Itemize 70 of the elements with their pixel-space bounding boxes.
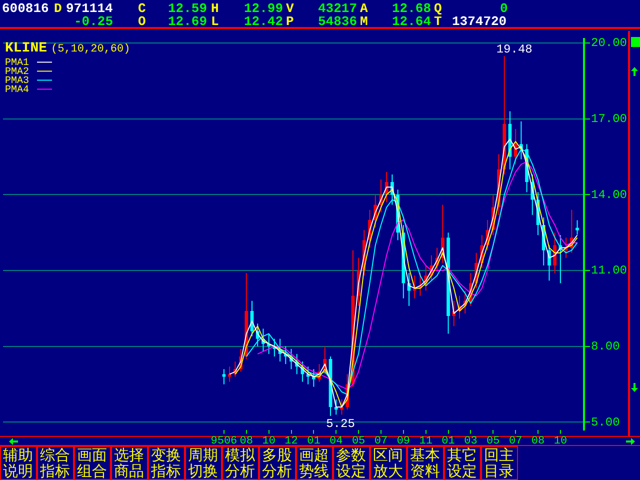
text: 12.69 (168, 14, 208, 29)
text: M (360, 14, 368, 29)
text: 12.64 (392, 14, 432, 29)
y-tick-label: 5.00 (590, 415, 620, 430)
text: 模拟分析 (222, 446, 259, 480)
text: 12.68 (392, 1, 432, 16)
y-tick-label: 14.00 (590, 188, 628, 202)
x-tick-label: 05 (486, 435, 500, 448)
x-tick-label: 05 (352, 435, 366, 448)
x-tick-label: 10 (262, 435, 276, 448)
text: O (138, 14, 146, 29)
x-tick-label: 03 (464, 435, 478, 448)
y-tick-label: 17.00 (590, 112, 628, 126)
text: 回主目录 (481, 446, 518, 480)
text: 基本资料 (407, 446, 444, 480)
y-tick-label: 8.00 (590, 340, 620, 354)
text: 周期切换 (185, 446, 222, 480)
text: 综合指标 (37, 446, 74, 480)
text: L (211, 14, 219, 29)
annotation: 5.25 (326, 417, 355, 432)
x-tick-label: 07 (508, 435, 522, 448)
text: 多股分析 (259, 446, 296, 480)
text: H (211, 1, 219, 16)
x-tick-label: 08 (240, 435, 253, 448)
text: 971114 (66, 1, 113, 16)
y-tick-label: 11.00 (590, 264, 628, 278)
candlestick (412, 275, 416, 299)
x-tick-label: 09 (396, 435, 410, 448)
candlestick (514, 128, 518, 165)
text: D (54, 1, 62, 16)
x-tick-label: 01 (442, 435, 456, 448)
text: 辅助说明 (0, 446, 37, 480)
x-tick-label: 12 (284, 435, 298, 448)
x-tick-label: 07 (374, 435, 388, 448)
text: 变换指标 (148, 446, 185, 480)
text: 区间放大 (370, 446, 407, 480)
candlestick (576, 220, 579, 236)
candlestick (553, 232, 557, 274)
text: P (286, 14, 294, 29)
text: KLINE (5, 40, 48, 57)
text: A (360, 1, 368, 16)
text: 参数设定 (333, 446, 370, 480)
text: 43217 (318, 1, 358, 16)
text: -0.25 (74, 14, 114, 29)
text: V (286, 1, 294, 16)
text: 12.99 (244, 1, 284, 16)
y-tick-label: 20.00 (590, 36, 628, 50)
text: 12.42 (244, 14, 284, 29)
text: 1374720 (452, 14, 507, 29)
text: 0 (500, 1, 508, 16)
legend-label: PMA4 (5, 84, 30, 96)
x-tick-label: 10 (554, 435, 568, 448)
x-tick-label: 01 (307, 435, 321, 448)
text: 选择商品 (111, 446, 148, 480)
text: T (434, 14, 442, 29)
text: 12.59 (168, 1, 208, 16)
candlestick (340, 398, 344, 416)
text: 画面组合 (74, 446, 111, 480)
text: (5,10,20,60) (51, 44, 130, 56)
text: 54836 (318, 14, 358, 29)
text: 600816 (2, 1, 49, 16)
text: 画超势线 (296, 446, 333, 480)
text: Q (434, 1, 442, 16)
text: 其它设定 (444, 446, 481, 480)
annotation: 19.48 (496, 42, 532, 56)
x-tick-label: 04 (330, 435, 344, 448)
x-tick-label: 9506 (210, 435, 238, 448)
text: C (138, 1, 146, 16)
x-tick-label: 08 (531, 435, 545, 448)
x-tick-label: 11 (419, 435, 433, 448)
